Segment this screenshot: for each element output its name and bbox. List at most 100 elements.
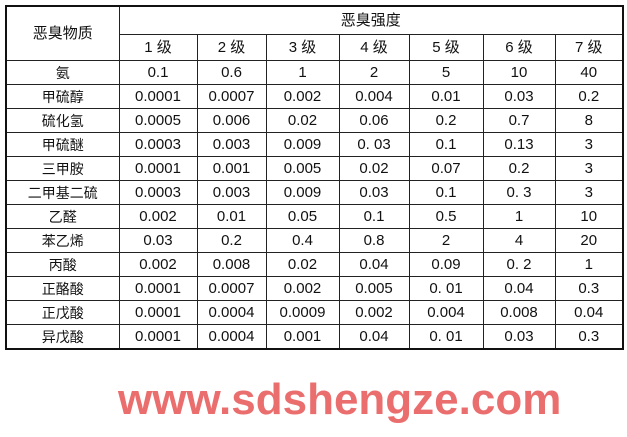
threshold-value: 0.0007 [196, 84, 267, 109]
threshold-value: 0.003 [196, 180, 267, 205]
threshold-value: 0.02 [265, 252, 340, 277]
threshold-value: 0.001 [265, 324, 340, 350]
threshold-value: 0.0009 [265, 300, 340, 325]
threshold-value: 4 [482, 228, 556, 253]
threshold-value: 0.0005 [118, 108, 198, 133]
threshold-value: 0.2 [554, 84, 624, 109]
substance-name: 正戊酸 [5, 300, 120, 325]
threshold-value: 0.05 [265, 204, 340, 229]
threshold-value: 0. 3 [482, 180, 556, 205]
threshold-value: 0.0007 [196, 276, 267, 301]
threshold-value: 0.1 [408, 180, 484, 205]
threshold-value: 0.1 [338, 204, 410, 229]
threshold-value: 0. 01 [408, 324, 484, 350]
threshold-value: 0.0001 [118, 156, 198, 181]
threshold-value: 0.002 [118, 252, 198, 277]
watermark: www.sdshengze.com [118, 375, 562, 424]
threshold-value: 0.5 [408, 204, 484, 229]
threshold-value: 0.001 [196, 156, 267, 181]
threshold-value: 0.0001 [118, 276, 198, 301]
threshold-value: 0.009 [265, 180, 340, 205]
table-body: 氨 0.1 0.6 1 2 5 10 40 甲硫醇 0.0001 0.0007 0.002 0.004 0… [5, 60, 624, 350]
threshold-value: 0.13 [482, 132, 556, 157]
table-row: 甲硫醇 0.0001 0.0007 0.002 0.004 0.01 0.03 0.2 [5, 84, 624, 109]
threshold-value: 3 [554, 180, 624, 205]
threshold-value: 0.3 [554, 324, 624, 350]
intensity-header: 恶臭强度 [118, 5, 624, 35]
threshold-value: 0.0003 [118, 180, 198, 205]
threshold-value: 5 [408, 60, 484, 85]
threshold-value: 1 [265, 60, 340, 85]
threshold-value: 0.02 [265, 108, 340, 133]
threshold-value: 0.1 [408, 132, 484, 157]
table-row: 正戊酸 0.0001 0.0004 0.0009 0.002 0.004 0.008 0.04 [5, 300, 624, 325]
threshold-value: 0.01 [196, 204, 267, 229]
threshold-value: 0. 01 [408, 276, 484, 301]
substance-header: 恶臭物质 [5, 5, 120, 61]
threshold-value: 0.8 [338, 228, 410, 253]
threshold-value: 0.2 [196, 228, 267, 253]
substance-name: 氨 [5, 60, 120, 85]
threshold-value: 0.03 [482, 84, 556, 109]
threshold-value: 0.01 [408, 84, 484, 109]
grade-header: 2 级 [196, 34, 267, 61]
threshold-value: 0.002 [338, 300, 410, 325]
substance-name: 硫化氢 [5, 108, 120, 133]
grade-header: 7 级 [554, 34, 624, 61]
threshold-value: 0.0004 [196, 300, 267, 325]
table-row: 正酪酸 0.0001 0.0007 0.002 0.005 0. 01 0.04 0.3 [5, 276, 624, 301]
threshold-value: 0.04 [482, 276, 556, 301]
threshold-value: 0.002 [265, 276, 340, 301]
table-row: 甲硫醚 0.0003 0.003 0.009 0. 03 0.1 0.13 3 [5, 132, 624, 157]
substance-name: 三甲胺 [5, 156, 120, 181]
table-row: 乙醛 0.002 0.01 0.05 0.1 0.5 1 10 [5, 204, 624, 229]
threshold-value: 0.3 [554, 276, 624, 301]
threshold-value: 0.1 [118, 60, 198, 85]
threshold-value: 0.2 [408, 108, 484, 133]
threshold-value: 0.003 [196, 132, 267, 157]
table-row: 硫化氢 0.0005 0.006 0.02 0.06 0.2 0.7 8 [5, 108, 624, 133]
table-row: 苯乙烯 0.03 0.2 0.4 0.8 2 4 20 [5, 228, 624, 253]
table-row: 三甲胺 0.0001 0.001 0.005 0.02 0.07 0.2 3 [5, 156, 624, 181]
threshold-value: 0.005 [338, 276, 410, 301]
threshold-value: 0.6 [196, 60, 267, 85]
threshold-value: 0.02 [338, 156, 410, 181]
grade-header: 4 级 [338, 34, 410, 61]
threshold-value: 0.008 [196, 252, 267, 277]
threshold-value: 0.0001 [118, 324, 198, 350]
threshold-value: 0.4 [265, 228, 340, 253]
threshold-value: 20 [554, 228, 624, 253]
substance-name: 乙醛 [5, 204, 120, 229]
threshold-value: 40 [554, 60, 624, 85]
threshold-value: 0.07 [408, 156, 484, 181]
threshold-value: 0.008 [482, 300, 556, 325]
substance-name: 甲硫醚 [5, 132, 120, 157]
threshold-value: 8 [554, 108, 624, 133]
threshold-value: 0.04 [554, 300, 624, 325]
threshold-value: 0.03 [338, 180, 410, 205]
threshold-value: 0.09 [408, 252, 484, 277]
threshold-value: 10 [554, 204, 624, 229]
substance-name: 二甲基二硫 [5, 180, 120, 205]
threshold-value: 0.2 [482, 156, 556, 181]
threshold-value: 0.03 [118, 228, 198, 253]
threshold-value: 0.06 [338, 108, 410, 133]
threshold-value: 0.0001 [118, 84, 198, 109]
threshold-value: 0.03 [482, 324, 556, 350]
threshold-value: 3 [554, 132, 624, 157]
threshold-value: 0. 2 [482, 252, 556, 277]
grade-header: 6 级 [482, 34, 556, 61]
threshold-value: 2 [338, 60, 410, 85]
threshold-value: 0.002 [265, 84, 340, 109]
substance-name: 苯乙烯 [5, 228, 120, 253]
threshold-value: 0.04 [338, 252, 410, 277]
threshold-value: 10 [482, 60, 556, 85]
grade-header: 1 级 [118, 34, 198, 61]
threshold-value: 0.006 [196, 108, 267, 133]
threshold-value: 0.0001 [118, 300, 198, 325]
threshold-value: 0.7 [482, 108, 556, 133]
table-row: 异戊酸 0.0001 0.0004 0.001 0.04 0. 01 0.03 0.3 [5, 324, 624, 350]
